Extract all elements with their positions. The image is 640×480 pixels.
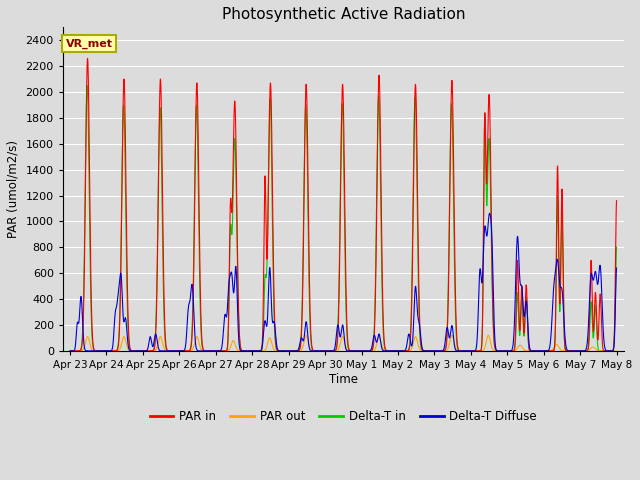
Delta-T in — [124, 328, 132, 334]
Delta-T Diffuse — [250, 348, 257, 354]
PAR out — [124, 346, 132, 352]
Delta-T Diffuse — [445, 334, 453, 339]
Delta-T in — [330, 348, 338, 354]
PAR in — [124, 316, 132, 322]
Delta-T in — [489, 303, 497, 309]
Delta-T in — [445, 240, 453, 246]
PAR in — [250, 348, 257, 354]
Line: Delta-T Diffuse: Delta-T Diffuse — [70, 213, 616, 351]
PAR in — [612, 198, 620, 204]
PAR in — [489, 294, 497, 300]
PAR out — [132, 348, 140, 354]
Delta-T Diffuse — [95, 348, 103, 354]
Delta-T in — [132, 348, 140, 354]
Delta-T Diffuse — [330, 348, 338, 353]
Delta-T in — [538, 348, 546, 354]
Delta-T Diffuse — [612, 265, 620, 271]
Y-axis label: PAR (umol/m2/s): PAR (umol/m2/s) — [7, 140, 20, 238]
PAR out — [612, 348, 620, 354]
Delta-T Diffuse — [124, 342, 132, 348]
Line: PAR in: PAR in — [70, 59, 616, 351]
PAR out — [330, 348, 338, 354]
Delta-T in — [612, 244, 620, 250]
PAR in — [538, 348, 546, 354]
PAR in — [445, 256, 453, 262]
PAR out — [302, 333, 310, 338]
Line: Delta-T in: Delta-T in — [70, 85, 616, 351]
Delta-T in — [66, 348, 74, 354]
Delta-T Diffuse — [486, 210, 493, 216]
PAR in — [132, 348, 140, 354]
PAR out — [445, 343, 453, 348]
Text: VR_met: VR_met — [65, 39, 113, 49]
Delta-T in — [83, 83, 91, 88]
PAR in — [66, 348, 74, 354]
PAR in — [84, 56, 92, 61]
Delta-T Diffuse — [132, 348, 140, 354]
PAR out — [66, 348, 74, 354]
Legend: PAR in, PAR out, Delta-T in, Delta-T Diffuse: PAR in, PAR out, Delta-T in, Delta-T Dif… — [145, 405, 542, 428]
Delta-T Diffuse — [489, 264, 497, 270]
X-axis label: Time: Time — [329, 372, 358, 385]
Line: PAR out: PAR out — [70, 336, 616, 351]
Delta-T in — [250, 348, 257, 354]
PAR out — [250, 348, 257, 354]
PAR in — [330, 348, 338, 354]
PAR out — [489, 347, 497, 352]
Delta-T Diffuse — [66, 348, 74, 354]
Title: Photosynthetic Active Radiation: Photosynthetic Active Radiation — [221, 7, 465, 22]
